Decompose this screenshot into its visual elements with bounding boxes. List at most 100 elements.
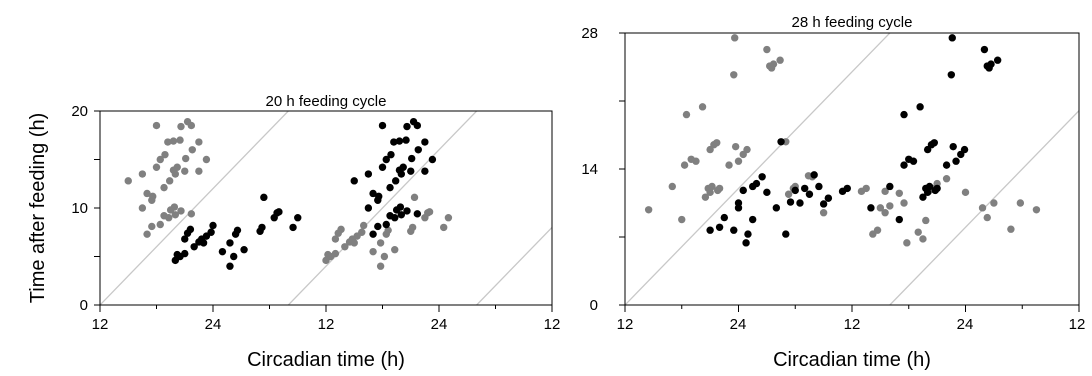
data-point-black bbox=[421, 138, 429, 146]
data-point-black bbox=[742, 239, 750, 247]
data-point-black bbox=[734, 199, 743, 207]
data-point-gray bbox=[408, 223, 417, 232]
y-tick-label: 28 bbox=[581, 25, 598, 42]
data-point-gray bbox=[873, 226, 882, 234]
data-point-black bbox=[947, 71, 956, 79]
data-points bbox=[124, 117, 453, 270]
data-point-gray bbox=[706, 188, 714, 197]
diagonal-line bbox=[287, 111, 478, 305]
y-tick-label: 10 bbox=[71, 200, 88, 217]
data-point-black bbox=[796, 199, 804, 207]
data-point-black bbox=[786, 198, 795, 206]
data-point-black bbox=[226, 239, 234, 247]
data-point-black bbox=[399, 163, 407, 171]
y-tick-label: 0 bbox=[80, 297, 88, 314]
data-point-black bbox=[350, 177, 358, 185]
data-point-gray bbox=[161, 150, 169, 159]
data-point-black bbox=[364, 170, 373, 178]
diagonal-line bbox=[889, 109, 1079, 305]
data-point-gray bbox=[862, 184, 870, 193]
x-axis-title: Circadian time (h) bbox=[247, 349, 405, 371]
data-point-gray bbox=[331, 235, 340, 243]
data-point-black bbox=[226, 262, 234, 270]
data-point-black bbox=[843, 184, 851, 193]
data-point-gray bbox=[769, 60, 778, 68]
data-point-black bbox=[952, 157, 960, 165]
data-point-black bbox=[364, 204, 373, 212]
data-point-gray bbox=[961, 188, 970, 197]
data-point-black bbox=[258, 223, 266, 232]
data-point-gray bbox=[160, 183, 168, 192]
data-point-black bbox=[752, 179, 761, 188]
data-point-gray bbox=[743, 145, 751, 154]
chart-28h: 28 h feeding cycle 12 24 12 24 12 0 14 2… bbox=[581, 14, 1085, 371]
data-point-black bbox=[289, 223, 297, 232]
data-point-gray bbox=[143, 230, 151, 238]
data-point-gray bbox=[171, 211, 180, 219]
data-point-gray bbox=[725, 161, 733, 169]
x-tick-label: 12 bbox=[844, 316, 861, 333]
data-point-black bbox=[772, 204, 781, 212]
data-point-gray bbox=[176, 136, 184, 144]
data-point-gray bbox=[713, 139, 721, 147]
data-point-gray bbox=[1016, 199, 1025, 207]
diagonal-line bbox=[100, 111, 289, 305]
data-point-gray bbox=[195, 167, 203, 175]
data-point-black bbox=[948, 34, 956, 42]
data-point-gray bbox=[1032, 206, 1041, 214]
data-point-black bbox=[396, 203, 405, 211]
data-point-gray bbox=[380, 252, 389, 261]
data-point-black bbox=[805, 190, 814, 198]
data-point-gray bbox=[444, 214, 453, 222]
data-point-black bbox=[960, 145, 969, 154]
data-point-black bbox=[275, 208, 283, 216]
data-point-black bbox=[218, 247, 227, 256]
diagonal-lines bbox=[100, 111, 552, 305]
data-point-black bbox=[923, 188, 932, 197]
data-point-black bbox=[414, 146, 422, 154]
data-point-black bbox=[294, 214, 302, 222]
data-point-gray bbox=[919, 235, 927, 243]
data-point-gray bbox=[376, 262, 385, 270]
data-point-gray bbox=[187, 121, 196, 130]
diagonal-line bbox=[476, 226, 552, 305]
data-point-black bbox=[748, 215, 757, 224]
data-points bbox=[644, 34, 1041, 247]
data-point-gray bbox=[990, 199, 998, 207]
data-point-black bbox=[819, 200, 828, 208]
data-point-black bbox=[942, 161, 951, 169]
data-point-black bbox=[925, 182, 934, 191]
data-point-black bbox=[824, 194, 833, 202]
data-point-black bbox=[181, 249, 189, 258]
data-point-gray bbox=[881, 209, 889, 217]
data-point-gray bbox=[384, 226, 392, 235]
data-point-black bbox=[739, 186, 747, 195]
data-point-gray bbox=[170, 203, 179, 211]
data-point-gray bbox=[376, 239, 385, 247]
data-point-gray bbox=[734, 157, 743, 165]
data-point-gray bbox=[169, 137, 178, 145]
data-point-gray bbox=[876, 204, 885, 212]
data-point-black bbox=[369, 230, 377, 238]
plot-frame bbox=[624, 32, 1080, 306]
data-point-gray bbox=[369, 247, 377, 256]
data-point-gray bbox=[181, 167, 189, 175]
data-point-black bbox=[886, 182, 894, 191]
x-tick-label: 24 bbox=[957, 316, 974, 333]
data-point-black bbox=[391, 214, 399, 222]
data-point-black bbox=[378, 163, 387, 171]
data-point-black bbox=[777, 138, 785, 146]
data-point-black bbox=[867, 204, 875, 212]
data-point-black bbox=[181, 235, 189, 243]
data-point-black bbox=[782, 230, 790, 238]
x-tick-label: 24 bbox=[205, 316, 222, 333]
axis-ticks bbox=[619, 32, 1080, 312]
data-point-black bbox=[403, 207, 411, 215]
data-point-gray bbox=[678, 215, 686, 224]
data-point-gray bbox=[425, 208, 434, 216]
x-tick-label: 12 bbox=[544, 316, 561, 333]
y-axis-title: Time after feeding (h) bbox=[27, 113, 49, 303]
data-point-gray bbox=[188, 146, 196, 154]
data-point-black bbox=[407, 154, 416, 163]
